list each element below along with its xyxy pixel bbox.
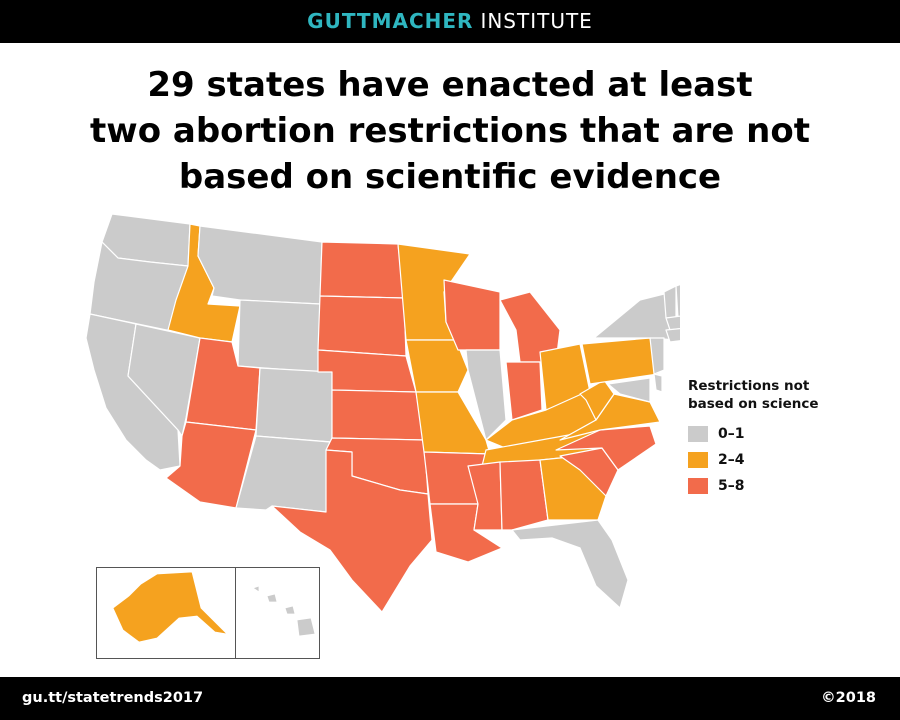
top-bar xyxy=(0,0,900,43)
title-line-1: 29 states have enacted at least xyxy=(147,65,753,105)
state-kansas xyxy=(331,389,425,441)
state-south-dakota xyxy=(317,295,407,357)
state-new-york xyxy=(593,291,677,341)
state-vermont xyxy=(663,285,677,319)
state-south-carolina xyxy=(559,447,619,497)
state-new-jersey xyxy=(649,337,665,375)
state-pennsylvania xyxy=(581,337,659,385)
legend-item-mid: 2–4 xyxy=(688,447,888,473)
brand-logo: GUTTMACHER INSTITUTE xyxy=(0,9,900,33)
legend-swatch-low xyxy=(688,426,708,442)
state-illinois xyxy=(465,349,507,441)
state-connecticut xyxy=(665,327,680,343)
state-nebraska xyxy=(317,349,417,393)
inset-divider xyxy=(235,568,236,658)
copyright: ©2018 xyxy=(821,690,876,706)
state-alaska xyxy=(112,571,229,643)
legend-label-high: 5–8 xyxy=(718,478,745,494)
state-alabama xyxy=(499,459,549,531)
legend-label-mid: 2–4 xyxy=(718,452,745,468)
state-colorado xyxy=(255,367,333,443)
legend-swatch-high xyxy=(688,478,708,494)
state-maryland xyxy=(607,377,651,403)
title-line-2: two abortion restrictions that are not xyxy=(90,111,810,151)
brand-name: GUTTMACHER xyxy=(307,9,474,33)
state-texas xyxy=(271,449,433,613)
brand-suffix: INSTITUTE xyxy=(480,9,593,33)
source-url[interactable]: gu.tt/statetrends2017 xyxy=(22,690,204,706)
legend-label-low: 0–1 xyxy=(718,426,745,442)
page-title: 29 states have enacted at least two abor… xyxy=(20,62,880,200)
us-map xyxy=(85,213,680,613)
state-delaware xyxy=(653,373,663,393)
legend-item-low: 0–1 xyxy=(688,421,888,447)
state-hawaii xyxy=(252,585,316,637)
state-massachusetts xyxy=(665,315,680,331)
state-florida xyxy=(511,519,629,609)
legend-title-line-1: Restrictions not xyxy=(688,378,810,394)
state-missouri xyxy=(415,391,491,455)
inset-map xyxy=(112,571,316,643)
legend-title-line-2: based on science xyxy=(688,396,819,412)
state-iowa xyxy=(405,339,469,393)
state-wyoming xyxy=(237,299,321,373)
state-arizona xyxy=(165,421,257,509)
inset-boxes xyxy=(96,567,320,659)
state-montana xyxy=(197,225,323,305)
legend-swatch-mid xyxy=(688,452,708,468)
state-mississippi xyxy=(467,461,503,531)
state-indiana xyxy=(505,361,543,421)
title-line-3: based on scientific evidence xyxy=(178,157,722,197)
legend: Restrictions not based on science 0–1 2–… xyxy=(688,377,888,499)
legend-item-high: 5–8 xyxy=(688,473,888,499)
state-new-hampshire xyxy=(675,284,680,319)
bottom-bar xyxy=(0,677,900,720)
state-north-dakota xyxy=(319,241,405,299)
